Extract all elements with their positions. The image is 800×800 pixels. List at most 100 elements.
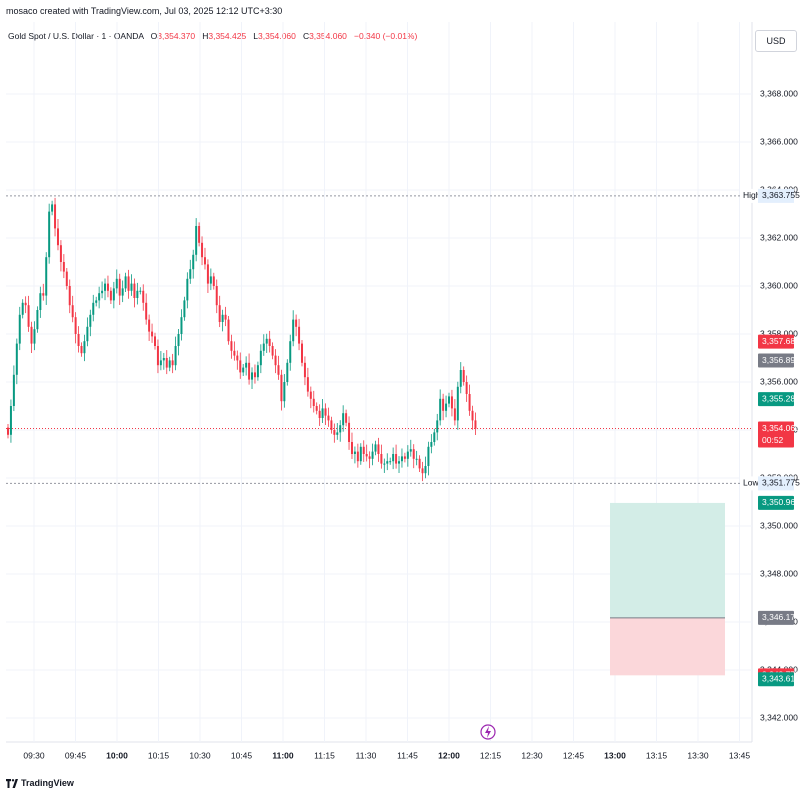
candle-body: [56, 228, 59, 246]
x-tick-label: 09:30: [23, 750, 45, 760]
candle-body: [430, 442, 433, 447]
candle-body: [54, 204, 57, 229]
y-tick-label: 3,358.000: [760, 328, 798, 338]
candle-body: [421, 468, 424, 474]
candle-body: [124, 276, 127, 289]
candle-body: [286, 362, 289, 382]
tag-356: 3,356.895: [762, 355, 800, 365]
loss-zone[interactable]: [610, 617, 725, 676]
candle-body: [292, 319, 295, 342]
candle-body: [459, 370, 462, 387]
candle-body: [101, 290, 104, 294]
tradingview-logo-icon: [6, 778, 18, 788]
stop2-tag: 3,343.615: [762, 673, 800, 683]
candle-body: [389, 461, 392, 463]
candle-body: [283, 382, 286, 402]
candle-body: [236, 355, 239, 361]
candle-body: [412, 449, 415, 459]
candle-body: [318, 410, 321, 418]
candle-body: [251, 372, 254, 380]
open-label: O: [150, 31, 158, 41]
candle-body: [121, 288, 124, 296]
candle-body: [218, 305, 221, 322]
candle-body: [248, 362, 251, 380]
stop2-tag-bg: [758, 672, 794, 687]
candle-body: [242, 367, 245, 373]
candle-body: [183, 300, 186, 318]
candle-body: [98, 293, 101, 301]
candle-body: [245, 362, 248, 368]
candle-body: [342, 413, 345, 426]
profit-zone[interactable]: [610, 502, 725, 618]
candle-body: [18, 314, 21, 344]
high-label-bg: [740, 188, 756, 203]
high-label: H: [202, 31, 209, 41]
candle-body: [350, 442, 353, 454]
candle-body: [386, 461, 389, 464]
current-price-tag-bg: [758, 421, 794, 448]
candle-body: [339, 425, 342, 433]
candle-body: [77, 334, 80, 346]
candle-body: [42, 293, 45, 296]
candle-body: [195, 226, 198, 255]
change-value: −0.340 (−0.01%): [354, 31, 418, 41]
currency-button[interactable]: USD: [755, 30, 797, 52]
candle-body: [427, 446, 430, 466]
x-tick-label: 13:30: [687, 750, 709, 760]
candle-body: [233, 350, 236, 356]
y-tick-label: 3,342.000: [760, 712, 798, 722]
x-tick-label: 10:45: [231, 750, 253, 760]
x-tick-label: 09:45: [65, 750, 87, 760]
candle-body: [48, 211, 51, 258]
candle-body: [256, 365, 259, 378]
candle-body: [324, 408, 327, 416]
y-tick-label: 3,362.000: [760, 232, 798, 242]
low-label: L: [253, 31, 259, 41]
tag-356-bg: [758, 353, 794, 368]
y-tick-label: 3,360.000: [760, 280, 798, 290]
candle-body: [327, 415, 330, 421]
candle-body: [9, 406, 12, 435]
candle-body: [165, 358, 168, 368]
candle-body: [95, 300, 98, 303]
y-tick-label: 3,366.000: [760, 136, 798, 146]
high-value: 3,363.755: [762, 190, 800, 200]
candle-body: [227, 319, 230, 342]
x-tick-label: 12:30: [521, 750, 543, 760]
candle-body: [148, 319, 151, 332]
candle-body: [156, 346, 159, 366]
candle-body: [424, 466, 427, 474]
candle-body: [118, 278, 121, 296]
candle-body: [30, 326, 33, 344]
candle-body: [462, 370, 465, 382]
candle-body: [439, 398, 442, 421]
watermark: mosaco created with TradingView.com, Jul…: [6, 6, 283, 16]
candle-body: [71, 305, 74, 318]
candle-body: [130, 283, 133, 291]
y-tick-label: 3,350.000: [760, 520, 798, 530]
candle-body: [468, 394, 471, 411]
candle-body: [392, 454, 395, 462]
candle-body: [154, 336, 156, 346]
candle-body: [230, 341, 233, 351]
tag-357: 3,357.681: [762, 336, 800, 346]
x-tick-label: 13:00: [604, 750, 626, 760]
low-value-bg: [758, 476, 794, 491]
candle-body: [271, 346, 274, 356]
candle-body: [259, 350, 262, 366]
low-label-bg: [740, 476, 756, 491]
candle-body: [7, 427, 9, 435]
candle-body: [36, 310, 39, 330]
candle-body: [280, 374, 283, 402]
candle-body: [380, 454, 383, 464]
candle-body: [59, 245, 62, 262]
candle-body: [374, 444, 377, 452]
x-tick-label: 12:45: [563, 750, 585, 760]
candle-body: [268, 338, 271, 346]
candle-body: [295, 319, 298, 327]
candle-body: [192, 254, 195, 270]
candle-body: [289, 341, 292, 363]
candle-body: [353, 451, 356, 454]
high-label: High: [743, 190, 761, 200]
